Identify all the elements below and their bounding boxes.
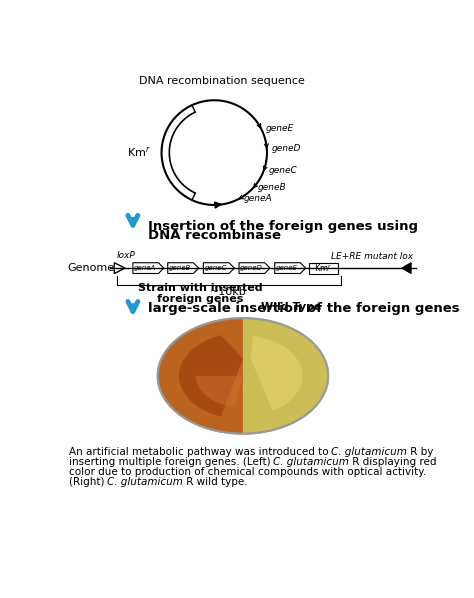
Text: Wild Type: Wild Type: [261, 302, 321, 312]
Text: geneB: geneB: [258, 183, 287, 192]
Text: geneA: geneA: [244, 194, 272, 203]
Polygon shape: [251, 336, 302, 411]
Text: C. glutamicum: C. glutamicum: [107, 477, 183, 487]
Text: Km$^r$: Km$^r$: [127, 146, 151, 159]
Text: DNA recombination sequence: DNA recombination sequence: [139, 77, 305, 86]
Text: An artificial metabolic pathway was introduced to: An artificial metabolic pathway was intr…: [69, 447, 331, 457]
Polygon shape: [243, 318, 328, 434]
Text: Km$^r$: Km$^r$: [314, 263, 333, 274]
Text: C. glutamicum: C. glutamicum: [331, 447, 407, 457]
Text: Strain with inserted
foreign genes: Strain with inserted foreign genes: [138, 283, 263, 304]
Text: Genome: Genome: [67, 263, 114, 273]
Text: geneC: geneC: [205, 265, 227, 271]
Text: inserting multiple foreign genes. (Left): inserting multiple foreign genes. (Left): [69, 457, 273, 467]
Text: R by: R by: [407, 447, 434, 457]
Text: (Right): (Right): [69, 477, 107, 487]
Text: geneB: geneB: [169, 265, 191, 271]
Text: color due to production of chemical compounds with optical activity.: color due to production of chemical comp…: [69, 467, 426, 477]
Text: geneA: geneA: [134, 265, 156, 271]
Text: geneD: geneD: [240, 265, 263, 271]
Text: geneD: geneD: [272, 144, 301, 152]
Polygon shape: [179, 335, 243, 417]
Text: C. glutamicum: C. glutamicum: [273, 457, 349, 467]
Text: R wild type.: R wild type.: [183, 477, 248, 487]
Text: Insertion of the foreign genes using: Insertion of the foreign genes using: [148, 219, 419, 233]
Polygon shape: [196, 376, 243, 407]
Text: geneC: geneC: [268, 166, 297, 175]
Text: LE+RE mutant lox: LE+RE mutant lox: [330, 252, 413, 261]
Ellipse shape: [158, 318, 328, 434]
Text: DNA recombinase: DNA recombinase: [148, 229, 282, 242]
Text: geneE: geneE: [276, 265, 298, 271]
Text: ~10kb: ~10kb: [210, 288, 247, 297]
Text: geneE: geneE: [265, 124, 294, 133]
Polygon shape: [402, 263, 411, 273]
Text: large-scale insertion of the foreign genes: large-scale insertion of the foreign gen…: [148, 303, 460, 315]
Text: loxP: loxP: [117, 251, 136, 260]
Polygon shape: [158, 318, 243, 434]
Text: R displaying red: R displaying red: [349, 457, 437, 467]
